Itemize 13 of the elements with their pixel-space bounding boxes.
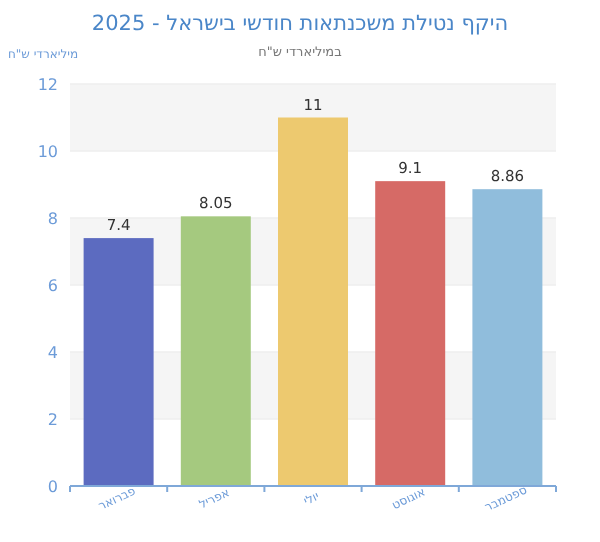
y-tick-label: 2 — [47, 410, 58, 429]
chart-title: היקף נטילת משכנתאות חודשי בישראל - 2025 — [91, 12, 509, 36]
y-tick-label: 6 — [47, 276, 58, 295]
bar — [83, 238, 154, 486]
y-tick-label: 10 — [37, 142, 58, 161]
bar — [278, 117, 348, 486]
y-tick-label: 12 — [37, 75, 58, 94]
bar — [375, 181, 446, 486]
bar — [180, 216, 251, 486]
y-tick-label: 8 — [47, 209, 58, 228]
y-tick-label: 4 — [47, 343, 58, 362]
y-tick-label: 0 — [47, 477, 58, 496]
bar — [472, 189, 543, 486]
